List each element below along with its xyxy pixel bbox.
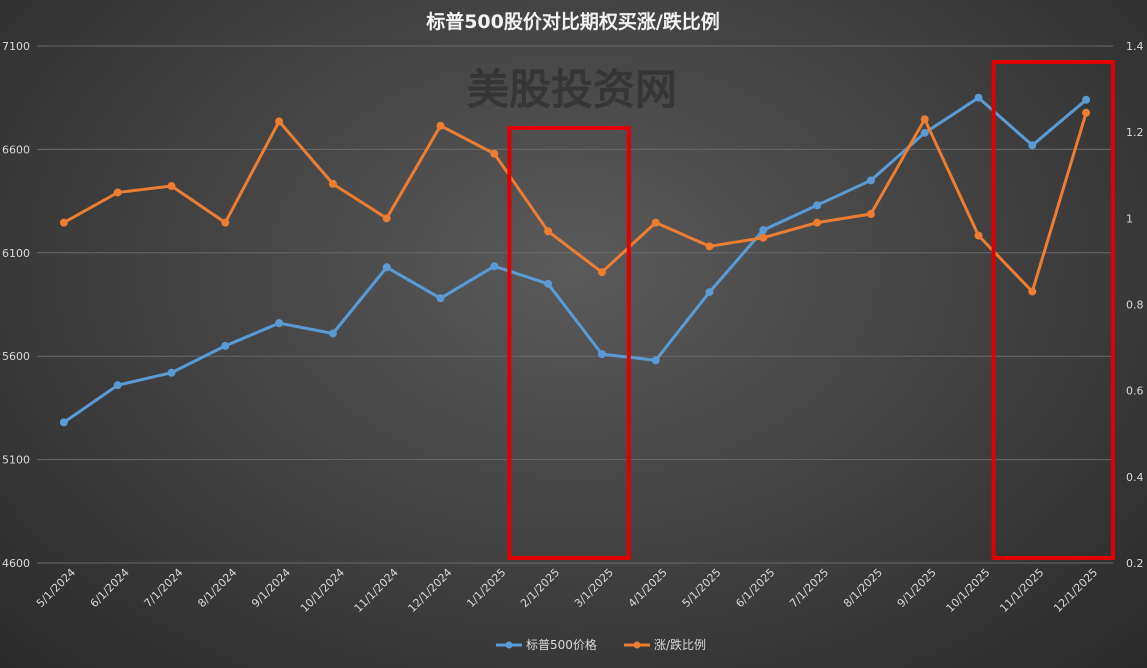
right-tick-label: 1 — [1126, 212, 1133, 225]
data-point — [328, 179, 337, 188]
data-point — [221, 341, 230, 350]
data-point — [920, 115, 929, 124]
left-axis: 4600 5100 5600 6100 6600 7100 — [2, 40, 30, 570]
series-line — [63, 112, 1088, 294]
x-axis: 5/1/2024 6/1/2024 7/1/2024 8/1/2024 9/1/2024… — [34, 566, 1100, 615]
data-point — [382, 214, 391, 223]
x-tick-label: 5/1/2024 — [34, 566, 78, 610]
data-point — [597, 350, 606, 359]
x-tick-label: 8/1/2024 — [195, 566, 239, 610]
data-point — [113, 381, 122, 390]
series-line — [63, 96, 1088, 424]
right-tick-label: 0.6 — [1126, 385, 1144, 398]
left-tick-label: 4600 — [2, 557, 30, 570]
data-point — [490, 262, 499, 271]
legend-marker — [505, 641, 513, 649]
data-point — [113, 188, 122, 197]
x-tick-label: 6/1/2024 — [88, 566, 132, 610]
legend-label: 标普500价格 — [526, 637, 597, 652]
data-point — [759, 233, 768, 242]
highlight-box — [991, 60, 1116, 560]
left-tick-label: 6100 — [2, 247, 30, 260]
x-tick-label: 1/1/2025 — [464, 566, 508, 610]
data-point — [813, 218, 822, 227]
data-point — [1028, 141, 1037, 150]
data-point — [866, 210, 875, 219]
data-point — [382, 263, 391, 272]
data-point — [275, 319, 284, 328]
gridlines — [37, 45, 1113, 564]
highlight-box — [507, 126, 631, 560]
data-point — [490, 149, 499, 158]
data-point — [813, 201, 822, 210]
data-point — [705, 242, 714, 251]
legend-marker — [633, 641, 641, 649]
data-point — [221, 218, 230, 227]
data-point — [59, 418, 68, 427]
x-tick-label: 11/1/2024 — [352, 566, 401, 615]
series-2 — [59, 108, 1091, 296]
data-point — [866, 176, 875, 185]
right-axis: 0.2 0.4 0.6 0.8 1 1.2 1.4 — [1126, 40, 1144, 570]
x-tick-label: 12/1/2024 — [406, 566, 455, 615]
legend: 标普500价格 涨/跌比例 — [496, 637, 706, 652]
x-tick-label: 3/1/2025 — [572, 566, 616, 610]
data-point — [759, 226, 768, 235]
data-point — [1028, 287, 1037, 296]
x-tick-label: 7/1/2025 — [787, 566, 831, 610]
data-point — [275, 117, 284, 126]
left-tick-label: 6600 — [2, 143, 30, 156]
right-tick-label: 0.2 — [1126, 557, 1144, 570]
data-point — [705, 288, 714, 297]
data-point — [974, 93, 983, 102]
right-tick-label: 1.2 — [1126, 126, 1144, 139]
x-tick-label: 11/1/2025 — [997, 566, 1046, 615]
data-point — [436, 294, 445, 303]
series-layer — [59, 93, 1091, 427]
x-tick-label: 7/1/2024 — [141, 566, 185, 610]
x-tick-label: 9/1/2025 — [895, 566, 939, 610]
right-tick-label: 1.4 — [1126, 40, 1144, 53]
x-tick-label: 5/1/2025 — [679, 566, 723, 610]
left-tick-label: 5600 — [2, 350, 30, 363]
data-point — [167, 368, 176, 377]
data-point — [920, 128, 929, 137]
series-1 — [59, 93, 1091, 427]
data-point — [1082, 95, 1091, 104]
data-point — [436, 121, 445, 130]
left-tick-label: 7100 — [2, 40, 30, 53]
data-point — [651, 356, 660, 365]
highlight-layer — [507, 60, 1116, 560]
x-tick-label: 10/1/2024 — [298, 566, 347, 615]
data-point — [651, 218, 660, 227]
x-tick-label: 10/1/2025 — [944, 566, 993, 615]
data-point — [974, 231, 983, 240]
x-tick-label: 6/1/2025 — [733, 566, 777, 610]
chart-title: 标普500股价对比期权买涨/跌比例 — [426, 10, 720, 33]
legend-label: 涨/跌比例 — [654, 637, 706, 652]
x-tick-label: 8/1/2025 — [841, 566, 885, 610]
x-tick-label: 4/1/2025 — [626, 566, 670, 610]
data-point — [544, 227, 553, 236]
x-tick-label: 9/1/2024 — [249, 566, 293, 610]
right-tick-label: 0.4 — [1126, 471, 1144, 484]
data-point — [59, 218, 68, 227]
data-point — [1082, 108, 1091, 117]
left-tick-label: 5100 — [2, 454, 30, 467]
data-point — [544, 279, 553, 288]
watermark: 美股投资网 — [467, 65, 677, 114]
data-point — [597, 268, 606, 277]
right-tick-label: 0.8 — [1126, 299, 1144, 312]
x-tick-label: 2/1/2025 — [518, 566, 562, 610]
x-tick-label: 12/1/2025 — [1051, 566, 1100, 615]
data-point — [328, 329, 337, 338]
data-point — [167, 182, 176, 191]
